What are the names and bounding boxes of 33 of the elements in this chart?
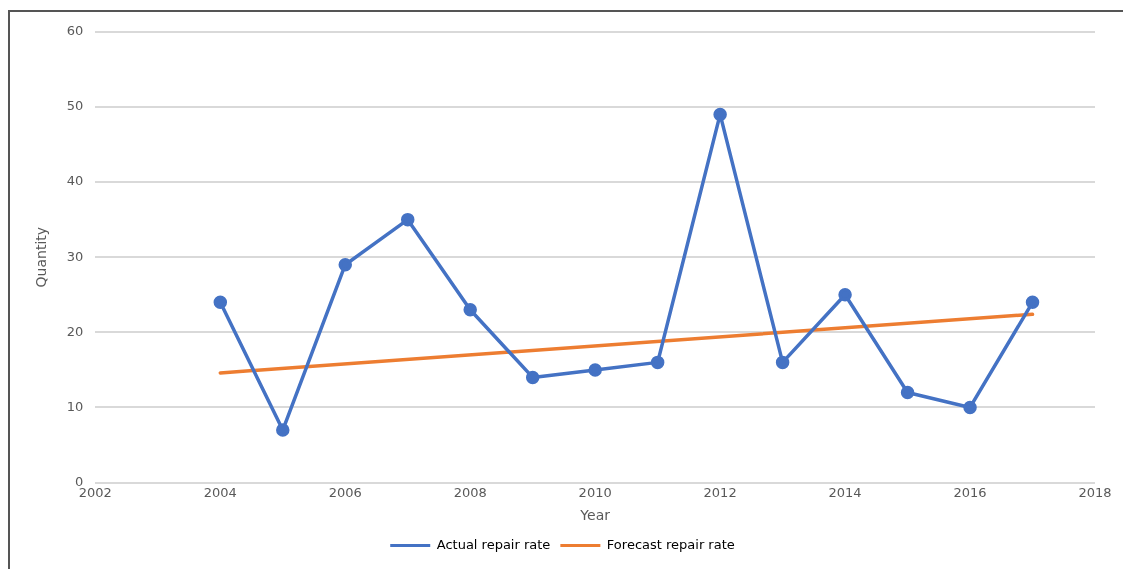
x-tick-label: 2012 xyxy=(703,484,737,500)
point xyxy=(338,257,353,272)
y-tick-label: 0 xyxy=(75,473,84,489)
point xyxy=(400,212,415,227)
point xyxy=(213,295,228,310)
legend-label: Actual repair rate xyxy=(436,536,551,552)
x-tick-label: 2016 xyxy=(953,484,987,500)
y-tick-label: 20 xyxy=(66,323,84,339)
x-tick-label: 2018 xyxy=(1078,484,1112,500)
x-tick-label: 2014 xyxy=(828,484,862,500)
point xyxy=(963,400,977,415)
y-tick-label: 40 xyxy=(66,173,84,189)
x-tick-label: 2004 xyxy=(203,484,237,500)
y-tick-label: 60 xyxy=(66,23,84,39)
point xyxy=(713,107,727,122)
point xyxy=(775,355,790,370)
point xyxy=(588,363,602,377)
point xyxy=(900,385,915,400)
point xyxy=(525,370,540,385)
y-tick-label: 50 xyxy=(66,98,84,114)
x-axis-title: Year xyxy=(579,507,611,524)
y-axis-title: Quantity xyxy=(33,226,50,288)
x-tick-label: 2006 xyxy=(328,484,362,500)
point xyxy=(650,355,665,370)
x-tick-label: 2008 xyxy=(453,484,487,500)
point xyxy=(838,288,852,302)
x-tick-label: 2010 xyxy=(578,484,612,500)
legend-label: Forecast repair rate xyxy=(606,536,735,552)
point xyxy=(1025,295,1040,310)
point xyxy=(276,423,290,437)
point xyxy=(463,303,477,317)
y-tick-label: 30 xyxy=(66,248,84,264)
y-tick-label: 10 xyxy=(66,398,84,414)
